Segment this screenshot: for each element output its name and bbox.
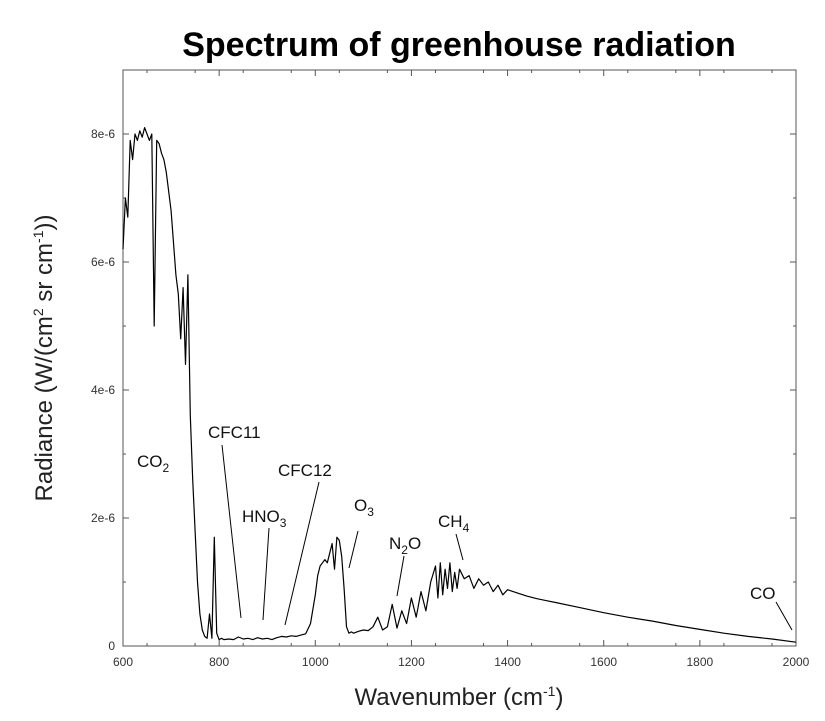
ch4-leader-line — [455, 533, 464, 561]
y-axis-label: Radiance (W/(cm2 sr cm-1)) — [30, 215, 58, 502]
n2o-label: N2O — [389, 534, 421, 557]
cfc12-label: CFC12 — [278, 461, 332, 480]
x-tick-label: 1200 — [398, 655, 425, 669]
x-tick-label: 1000 — [302, 655, 329, 669]
x-tick-label: 1600 — [590, 655, 617, 669]
x-axis-label: Wavenumber (cm-1) — [355, 683, 564, 711]
plot-frame — [122, 69, 797, 647]
y-tick-label: 6e-6 — [91, 255, 115, 269]
y-axis: 0 2e-6 4e-6 6e-6 8e-6 — [91, 69, 796, 653]
x-tick-label: 1400 — [494, 655, 521, 669]
x-axis: 600 800 1000 1200 1400 1600 1800 2000 — [113, 70, 810, 669]
co-leader-line — [775, 601, 793, 631]
y-tick-label: 8e-6 — [91, 127, 115, 141]
chart-title: Spectrum of greenhouse radiation — [182, 26, 736, 64]
cfc11-leader-line — [221, 444, 242, 619]
hno3-leader-line — [262, 527, 270, 621]
o3-leader-line — [348, 530, 359, 569]
o3-label: O3 — [354, 496, 374, 519]
n2o-leader-line — [396, 555, 405, 597]
hno3-label: HNO3 — [242, 507, 287, 530]
y-tick-label: 0 — [108, 639, 115, 653]
co2-label: CO2 — [137, 452, 170, 475]
ch4-label: CH4 — [438, 512, 470, 535]
cfc12-leader-line — [284, 481, 320, 626]
x-tick-label: 1800 — [687, 655, 714, 669]
x-tick-label: 2000 — [783, 655, 810, 669]
x-tick-label: 600 — [113, 655, 133, 669]
cfc11-label: CFC11 — [208, 423, 261, 442]
radiance-series-line — [122, 127, 797, 643]
y-tick-label: 4e-6 — [91, 383, 115, 397]
co-label: CO — [750, 584, 776, 603]
y-tick-label: 2e-6 — [91, 511, 115, 525]
x-tick-label: 800 — [209, 655, 229, 669]
